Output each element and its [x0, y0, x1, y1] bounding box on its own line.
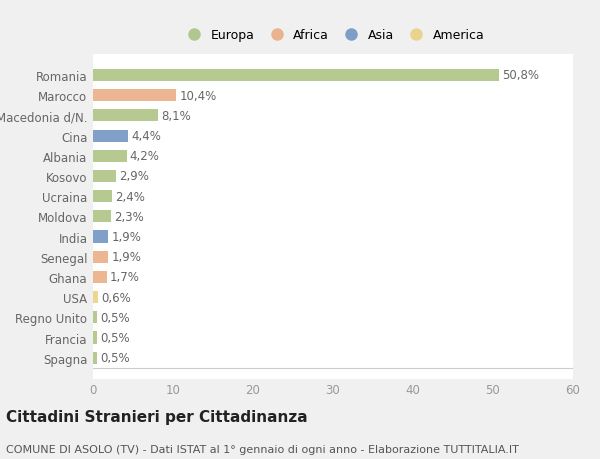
- Bar: [93, 110, 158, 122]
- Text: 0,5%: 0,5%: [100, 352, 130, 364]
- Text: 4,4%: 4,4%: [131, 130, 161, 143]
- Text: 1,9%: 1,9%: [112, 230, 141, 244]
- Bar: [93, 190, 112, 203]
- Bar: [93, 312, 97, 324]
- Bar: [93, 231, 108, 243]
- Bar: [93, 251, 108, 263]
- Text: 50,8%: 50,8%: [503, 69, 539, 82]
- Bar: [93, 90, 176, 102]
- Text: 2,3%: 2,3%: [115, 210, 145, 224]
- Bar: [93, 211, 112, 223]
- Text: 8,1%: 8,1%: [161, 110, 191, 123]
- Text: 4,2%: 4,2%: [130, 150, 160, 163]
- Text: 2,4%: 2,4%: [115, 190, 145, 203]
- Bar: [93, 291, 98, 303]
- Text: 0,5%: 0,5%: [100, 311, 130, 324]
- Text: 0,5%: 0,5%: [100, 331, 130, 344]
- Legend: Europa, Africa, Asia, America: Europa, Africa, Asia, America: [182, 29, 484, 42]
- Text: 10,4%: 10,4%: [179, 90, 217, 102]
- Text: 1,9%: 1,9%: [112, 251, 141, 263]
- Bar: [93, 130, 128, 142]
- Bar: [93, 70, 499, 82]
- Bar: [93, 171, 116, 183]
- Bar: [93, 151, 127, 162]
- Bar: [93, 332, 97, 344]
- Bar: [93, 271, 107, 283]
- Text: 2,9%: 2,9%: [119, 170, 149, 183]
- Text: COMUNE DI ASOLO (TV) - Dati ISTAT al 1° gennaio di ogni anno - Elaborazione TUTT: COMUNE DI ASOLO (TV) - Dati ISTAT al 1° …: [6, 444, 519, 454]
- Bar: [93, 352, 97, 364]
- Text: 1,7%: 1,7%: [110, 271, 140, 284]
- Text: 0,6%: 0,6%: [101, 291, 131, 304]
- Text: Cittadini Stranieri per Cittadinanza: Cittadini Stranieri per Cittadinanza: [6, 409, 308, 425]
